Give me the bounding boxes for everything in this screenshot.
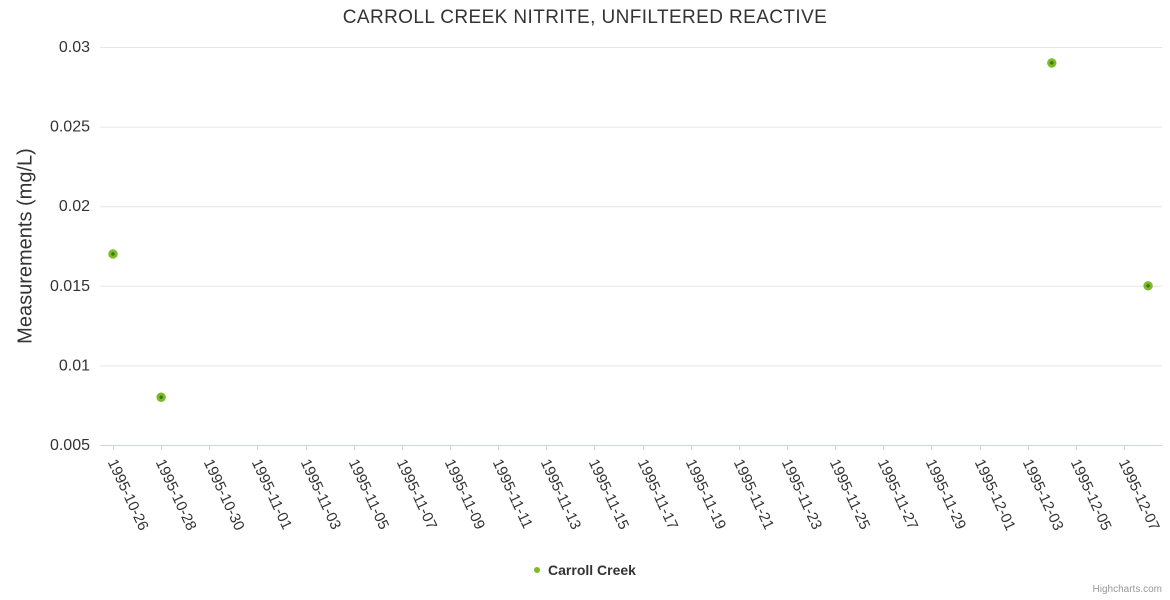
legend-marker-icon: [534, 567, 541, 573]
x-axis-tick-label: 1995-12-03: [1019, 457, 1067, 534]
data-point[interactable]: [1047, 58, 1057, 68]
x-axis-tick-label: 1995-11-23: [778, 457, 825, 533]
x-axis-tick-label: 1995-11-21: [730, 457, 777, 533]
x-axis-tick-label: 1995-12-07: [1115, 457, 1163, 534]
x-axis-tick-label: 1995-11-29: [922, 457, 969, 533]
x-axis-tick-label: 1995-10-28: [152, 457, 200, 534]
data-point[interactable]: [108, 249, 118, 259]
x-axis-tick-label: 1995-11-11: [489, 457, 536, 532]
legend-item-label[interactable]: Carroll Creek: [548, 562, 636, 578]
y-axis-tick-label: 0.025: [50, 119, 90, 136]
y-axis-tick-label: 0.015: [50, 278, 90, 295]
x-axis-tick-label: 1995-11-03: [297, 457, 344, 533]
x-axis-tick-label: 1995-10-30: [200, 457, 248, 534]
x-axis-tick-label: 1995-11-05: [345, 457, 392, 533]
x-axis-tick-label: 1995-11-19: [682, 457, 729, 533]
x-axis-tick-label: 1995-10-26: [104, 457, 152, 534]
y-axis-tick-label: 0.005: [50, 437, 90, 454]
x-axis-tick-label: 1995-11-01: [248, 457, 295, 533]
x-axis-tick-label: 1995-11-13: [537, 457, 584, 533]
data-point[interactable]: [156, 392, 166, 402]
legend-item[interactable]: Carroll Creek: [0, 562, 1170, 578]
x-axis-tick-label: 1995-12-05: [1067, 457, 1115, 534]
credits-link[interactable]: Highcharts.com: [1092, 584, 1162, 595]
x-axis-tick-label: 1995-11-27: [874, 457, 921, 533]
x-axis-tick-label: 1995-11-15: [585, 457, 632, 533]
x-axis-tick-label: 1995-11-07: [393, 457, 440, 533]
y-axis-tick-label: 0.03: [59, 39, 90, 56]
x-axis-tick-label: 1995-11-09: [441, 457, 488, 533]
x-axis-tick-label: 1995-11-25: [826, 457, 873, 533]
y-axis-tick-label: 0.01: [59, 357, 90, 374]
x-axis-tick-label: 1995-12-01: [971, 457, 1019, 534]
chart-title: CARROLL CREEK NITRITE, UNFILTERED REACTI…: [342, 7, 828, 28]
x-axis-tick-label: 1995-11-17: [634, 457, 681, 533]
data-point[interactable]: [1143, 281, 1153, 291]
y-axis-tick-label: 0.02: [59, 198, 90, 215]
